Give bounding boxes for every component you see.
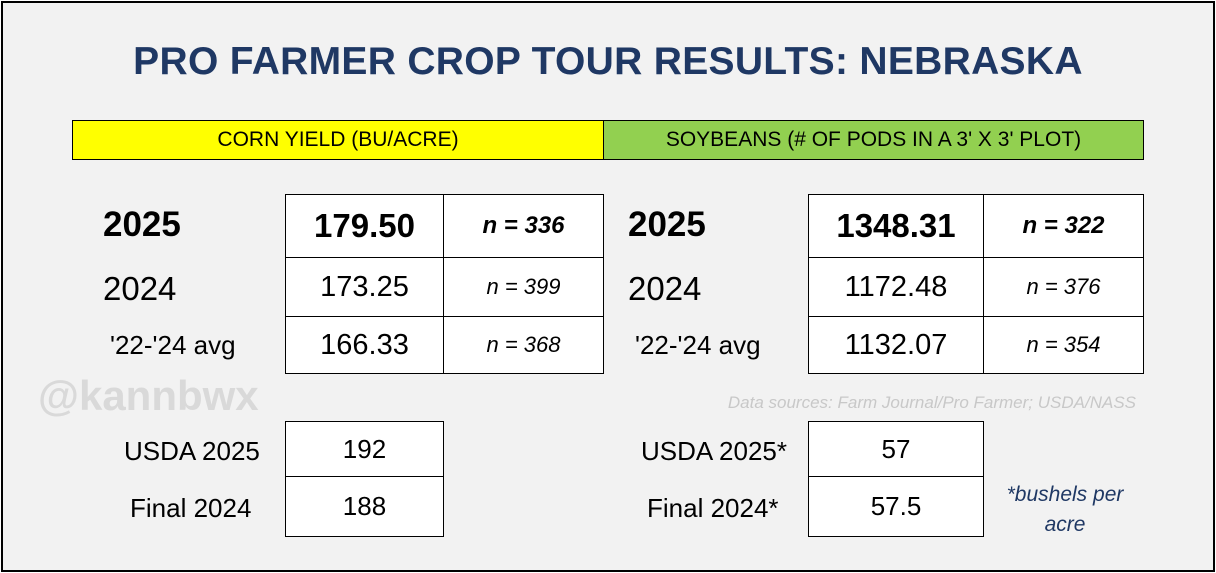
table-row: 57 [808,421,984,477]
table-row: 188 [285,476,444,537]
corn-row-label-2025: 2025 [103,205,181,244]
corn-results-table: 179.50 n = 336 173.25 n = 399 166.33 n =… [285,194,604,374]
soy-usda-label: USDA 2025* [641,436,787,466]
soy-final-value: 57.5 [808,476,984,537]
corn-value-avg: 166.33 [285,316,444,374]
table-row: 57.5 [808,476,984,537]
table-row: 192 [285,421,444,477]
soy-header: SOYBEANS (# OF PODS IN A 3' X 3' PLOT) [604,120,1144,160]
soy-row-label-2024: 2024 [628,270,702,307]
corn-row-label-2024: 2024 [103,270,177,307]
corn-value-2025: 179.50 [285,194,444,258]
table-row: 166.33 n = 368 [285,316,604,374]
table-row: 1348.31 n = 322 [808,194,1144,258]
data-source-note: Data sources: Farm Journal/Pro Farmer; U… [727,393,1136,412]
page-title: PRO FARMER CROP TOUR RESULTS: NEBRASKA [133,40,1083,83]
corn-usda-value: 192 [285,421,444,477]
soy-value-2024: 1172.48 [808,257,984,317]
soy-usda-value: 57 [808,421,984,477]
soy-sample-2025: n = 322 [983,194,1144,258]
soy-results-table: 1348.31 n = 322 1172.48 n = 376 1132.07 … [808,194,1144,374]
soy-sample-avg: n = 354 [983,316,1144,374]
corn-sample-avg: n = 368 [443,316,604,374]
table-row: 173.25 n = 399 [285,257,604,317]
corn-sample-2024: n = 399 [443,257,604,317]
corn-value-2024: 173.25 [285,257,444,317]
table-row: 1172.48 n = 376 [808,257,1144,317]
table-row: 1132.07 n = 354 [808,316,1144,374]
soy-row-label-2025: 2025 [628,205,706,244]
corn-usda-label: USDA 2025 [124,436,260,466]
corn-header: CORN YIELD (BU/ACRE) [72,120,604,160]
soy-row-label-avg: '22-'24 avg [635,330,761,360]
watermark-handle: @kannbwx [38,372,259,419]
soy-usda-table: 57 57.5 [808,421,984,537]
corn-sample-2025: n = 336 [443,194,604,258]
table-row: 179.50 n = 336 [285,194,604,258]
corn-usda-table: 192 188 [285,421,444,537]
bushels-footnote: *bushels per acre [1006,483,1124,536]
soy-sample-2024: n = 376 [983,257,1144,317]
soy-final-label: Final 2024* [647,493,779,523]
soy-value-2025: 1348.31 [808,194,984,258]
corn-final-value: 188 [285,476,444,537]
corn-final-label: Final 2024 [130,493,252,523]
corn-row-label-avg: '22-'24 avg [110,330,236,360]
soy-value-avg: 1132.07 [808,316,984,374]
